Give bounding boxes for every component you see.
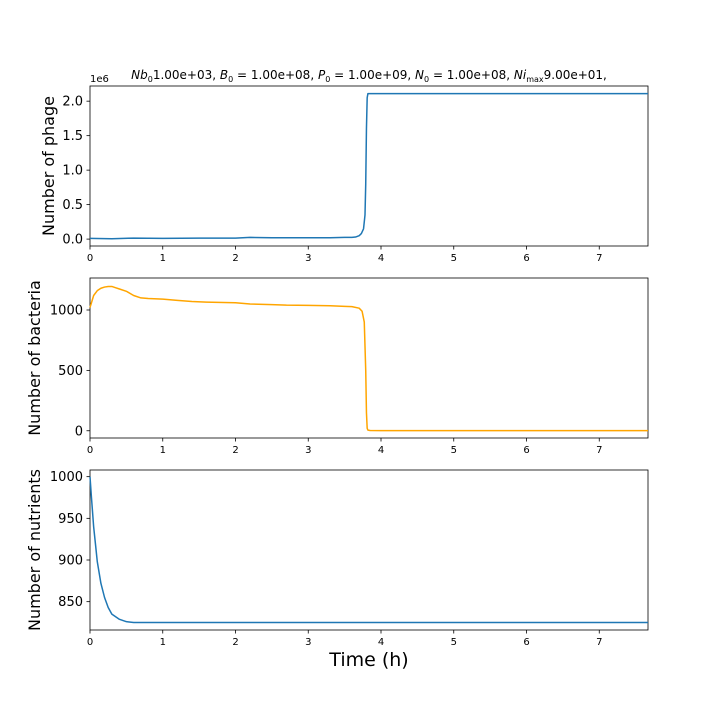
phage-y-tick-label: 2.0 — [62, 95, 83, 110]
bacteria-y-tick-label: 500 — [58, 364, 83, 379]
figure-title: Nb01.00e+03, B0 = 1.00e+08, P0 = 1.00e+0… — [131, 68, 607, 84]
phage-series-layer — [89, 92, 648, 240]
phage-series-line — [89, 92, 648, 240]
phage-y-tick-label: 0.5 — [62, 198, 83, 213]
title-part: Nb — [131, 68, 148, 82]
bacteria-x-tick-label: 4 — [378, 445, 384, 456]
phage-x-ticks: 0 1 2 3 4 5 6 7 — [87, 246, 602, 264]
bacteria-axes-frame — [89, 277, 649, 439]
title-part: 0 — [148, 75, 153, 84]
bacteria-x-tick-label: 0 — [87, 445, 93, 456]
phage-x-tick-label: 6 — [523, 253, 529, 264]
title-part: Ni — [514, 68, 527, 82]
nutrients-x-tick-label: 2 — [232, 637, 238, 648]
nutrients-y-ticks: 850 900 950 1000 — [50, 470, 90, 610]
title-part: 0 — [424, 75, 429, 84]
nutrients-x-tick-label: 1 — [160, 637, 166, 648]
bacteria-series-layer — [89, 285, 648, 432]
bacteria-y-tick-label: 1000 — [50, 304, 83, 319]
bacteria-y-axis-label: Number of bacteria — [25, 280, 44, 436]
phage-x-tick-label: 3 — [305, 253, 311, 264]
title-part: N — [415, 68, 424, 82]
bacteria-series-line — [89, 285, 648, 432]
title-part: 9.00e+01, — [544, 68, 607, 82]
nutrients-series-layer — [89, 476, 648, 624]
phage-y-tick-label: 0.0 — [62, 233, 83, 248]
nutrients-y-tick-label: 900 — [58, 554, 83, 569]
bacteria-x-ticks: 0 1 2 3 4 5 6 7 — [87, 438, 602, 456]
bacteria-x-tick-label: 3 — [305, 445, 311, 456]
phage-x-tick-label: 5 — [451, 253, 457, 264]
title-part: P — [318, 68, 326, 82]
phage-y-ticks: 0.0 0.5 1.0 1.5 2.0 — [62, 95, 90, 248]
phage-y-tick-label: 1.0 — [62, 164, 83, 179]
phage-axes-frame — [89, 85, 649, 247]
bacteria-x-tick-label: 1 — [160, 445, 166, 456]
title-part: B — [220, 68, 228, 82]
nutrients-x-tick-label: 5 — [451, 637, 457, 648]
bacteria-y-tick-label: 0 — [75, 424, 83, 439]
title-part: = 1.00e+09, — [330, 68, 415, 82]
nutrients-x-ticks: 0 1 2 3 4 5 6 7 — [87, 630, 602, 648]
title-part: 0 — [325, 75, 330, 84]
bacteria-panel: Number of bacteria 0 1 2 3 4 5 6 7 0 500 1000 — [25, 277, 649, 456]
nutrients-x-tick-label: 3 — [305, 637, 311, 648]
phage-x-tick-label: 1 — [160, 253, 166, 264]
bacteria-x-tick-label: 7 — [596, 445, 602, 456]
nutrients-y-tick-label: 850 — [58, 595, 83, 610]
nutrients-axes-frame — [89, 469, 649, 631]
phage-panel: 1e6 Number of phage 0 1 2 3 4 5 6 7 0.0 0.5 1.0 1.… — [39, 74, 649, 264]
title-part: = 1.00e+08, — [233, 68, 318, 82]
title-part: 1.00e+03, — [153, 68, 220, 82]
phage-y-axis-label: Number of phage — [39, 96, 58, 236]
nutrients-series-line — [89, 476, 648, 624]
nutrients-x-tick-label: 4 — [378, 637, 384, 648]
phage-offset-text: 1e6 — [90, 74, 109, 85]
nutrients-x-tick-label: 6 — [523, 637, 529, 648]
x-axis-label: Time (h) — [328, 649, 408, 671]
bacteria-x-tick-label: 2 — [232, 445, 238, 456]
phage-y-tick-label: 1.5 — [62, 129, 83, 144]
phage-x-tick-label: 0 — [87, 253, 93, 264]
nutrients-panel: Number of nutrients 0 1 2 3 4 5 6 7 850 900 950 10… — [25, 469, 649, 648]
phage-x-tick-label: 4 — [378, 253, 384, 264]
bacteria-y-ticks: 0 500 1000 — [50, 304, 90, 439]
nutrients-y-tick-label: 950 — [58, 512, 83, 527]
title-part: 0 — [228, 75, 233, 84]
nutrients-y-tick-label: 1000 — [50, 470, 83, 485]
title-part: max — [526, 75, 544, 84]
nutrients-x-tick-label: 0 — [87, 637, 93, 648]
title-part: = 1.00e+08, — [429, 68, 514, 82]
bacteria-x-tick-label: 6 — [523, 445, 529, 456]
nutrients-x-tick-label: 7 — [596, 637, 602, 648]
phage-x-tick-label: 2 — [232, 253, 238, 264]
bacteria-x-tick-label: 5 — [451, 445, 457, 456]
nutrients-y-axis-label: Number of nutrients — [25, 469, 44, 631]
phage-x-tick-label: 7 — [596, 253, 602, 264]
